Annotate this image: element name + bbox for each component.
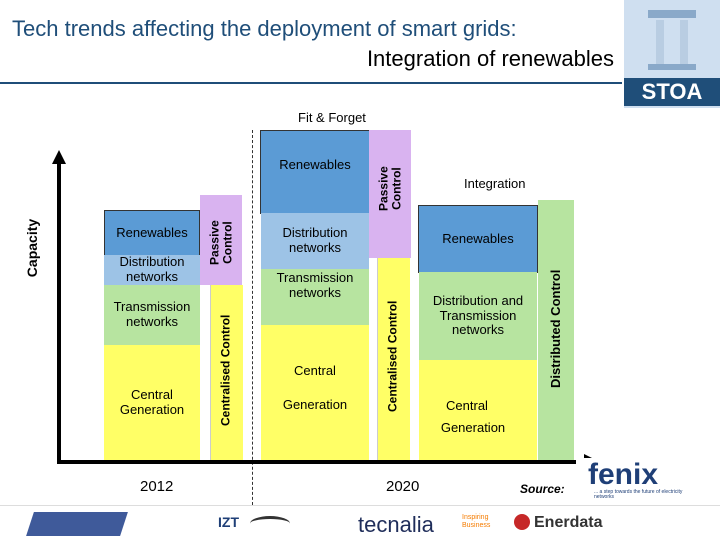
col2-renewables: Renewables [260,130,370,214]
dashed-divider [252,130,253,515]
header-divider [0,82,622,84]
title-line2: Integration of renewables [366,46,614,71]
col3-generation-label: Generation [440,420,506,435]
col3-distributed-label: Distributed Control [548,269,564,389]
isis-logo [26,512,128,536]
fenix-logo-text: fenix [588,458,659,491]
enerdata-logo: Enerdata [534,514,603,531]
col1-centralised-label: Centralised Control [218,314,233,426]
inspiring-business-logo: Inspiring Business [462,514,491,529]
col3-integration-label: Integration [464,176,526,191]
fenix-tagline: ... a step towards the future of electri… [594,489,683,500]
col3-distribution-transmission: Distribution and Transmission networks [419,272,537,360]
izt-logo: IZT [218,514,239,530]
col2-central-generation: Central Generation [261,325,369,460]
enerdata-icon [514,514,530,530]
col1-passive-label: Passive Control [207,220,234,265]
tecnalia-logo: tecnalia [358,512,434,537]
izt-wave-icon [250,516,290,531]
col3-renewables: Renewables [418,205,538,273]
year-2012: 2012 [140,478,174,495]
stoa-logo: STOA [624,0,720,108]
fit-forget-label: Fit & Forget [298,110,366,125]
col2-passive-control [369,130,411,258]
col2-centralised-control [377,258,410,460]
fenix-logo: fenix ... a step towards the future of e… [576,458,696,502]
col1-passive-control [200,195,242,285]
stoa-column-icon [644,10,700,70]
col2-distribution: Distribution networks [261,213,369,269]
title-line1: Tech trends affecting the deployment of … [12,16,517,41]
col1-central-generation: Central Generation [104,345,200,460]
col2-passive-label: Passive Control [376,166,403,211]
col1-transmission: Transmission networks [104,285,200,345]
col1-distribution: Distribution networks [104,254,200,285]
col3-distributed-control [538,200,574,460]
source-label: Source: [520,482,565,496]
stoa-logo-text: STOA [624,78,720,106]
col2-generation-label: Generation [282,397,348,412]
col2-central-label: Central [294,363,336,378]
col2-centralised-label: Centralised Control [385,300,400,412]
col3-central-label: Central [446,398,488,413]
col1-centralised-control [210,285,243,460]
col2-transmission: Transmission networks [261,269,369,325]
col3-central-generation: Central Generation [419,360,537,460]
year-2020: 2020 [386,478,420,495]
col1-renewables: Renewables [104,210,200,256]
capacity-axis-label: Capacity [24,218,40,278]
